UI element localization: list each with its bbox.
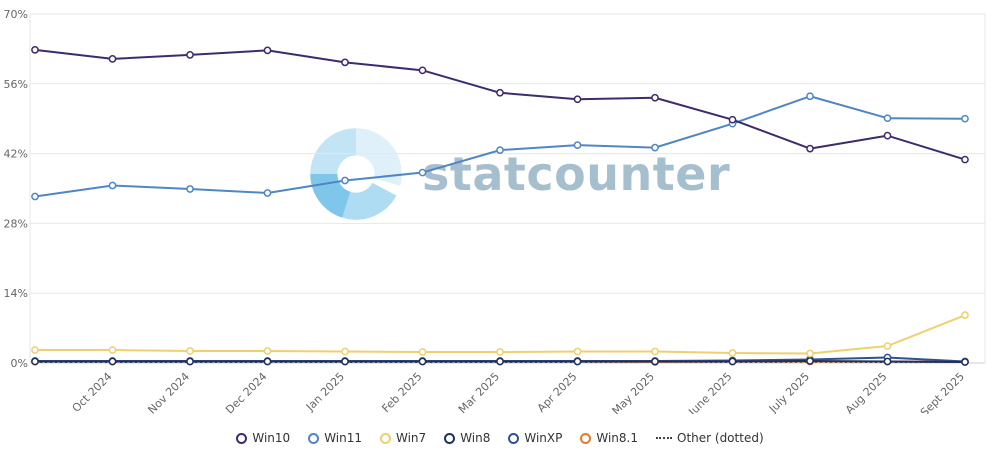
svg-text:May 2025: May 2025 [610,370,658,414]
svg-text:Feb 2025: Feb 2025 [379,370,424,414]
data-point-win7 [806,349,814,358]
legend-item-winxp: WinXP [508,431,562,445]
data-point-win11 [418,168,427,177]
legend-label: Win7 [396,431,427,445]
legend-item-other-dotted: Other (dotted) [656,431,764,445]
svg-text:Aug 2025: Aug 2025 [843,370,890,414]
data-point-win8 [418,357,427,366]
data-point-win8 [883,357,892,366]
svg-text:July 2025: July 2025 [766,370,812,414]
data-point-win8 [186,357,194,366]
line-chart: 0% 14% 28% 42% 56% 70% Oct 2024 Nov 2024 Dec 202… [4,8,986,414]
data-point-win8 [108,357,117,366]
svg-text:Mar 2025: Mar 2025 [456,370,502,414]
legend-circle-marker [236,432,248,444]
data-point-win8 [961,358,969,366]
data-point-win7 [418,348,427,356]
data-point-win7 [728,349,737,357]
legend-label: Win10 [252,431,291,445]
grid-lines [29,13,986,364]
data-point-win7 [496,348,504,356]
data-point-win10 [186,51,194,59]
legend-item-win10: Win10 [236,431,290,445]
data-point-win11 [961,114,969,123]
series-win10 [31,46,969,164]
data-point-win7 [31,346,39,354]
data-point-win10 [728,115,737,124]
data-point-win7 [263,347,272,355]
data-point-win11 [31,192,39,201]
data-point-win10 [263,46,272,55]
data-point-win10 [418,66,427,75]
svg-text:0%: 0% [11,357,28,370]
legend-label: WinXP [524,431,563,445]
svg-text:42%: 42% [4,148,28,161]
data-point-win11 [186,185,194,193]
legend-label: Win8.1 [596,431,638,445]
data-point-win10 [108,55,117,63]
legend-item-win11: Win11 [308,431,362,445]
x-axis-labels: Oct 2024 Nov 2024 Dec 2024 Jan 2025 Feb 2025… [70,370,967,414]
data-point-win7 [186,347,194,355]
legend-circle-marker [380,432,391,444]
series-win7 [31,311,969,358]
data-point-win8 [728,357,737,366]
data-point-win7 [961,311,969,319]
svg-text:70%: 70% [4,8,28,21]
data-point-win7 [651,347,659,356]
data-point-win11 [341,176,349,185]
svg-text:14%: 14% [4,287,28,300]
data-point-win7 [108,346,117,354]
svg-text:Oct 2024: Oct 2024 [70,370,115,414]
data-point-win11 [108,181,117,190]
data-point-win11 [263,189,272,197]
legend-item-win7: Win7 [380,431,426,445]
data-point-win8 [341,357,349,366]
svg-text:Nov 2024: Nov 2024 [145,370,192,414]
legend-circle-marker [308,432,320,444]
data-point-win10 [31,46,39,54]
legend-label: Win11 [324,431,362,445]
svg-text:Apr 2025: Apr 2025 [535,370,580,414]
data-point-win8 [496,357,504,366]
legend-circle-marker [508,432,520,444]
y-axis-labels: 0% 14% 28% 42% 56% 70% [4,8,28,370]
data-point-win8 [573,357,582,366]
legend-item-win8: Win8 [444,431,490,445]
data-point-win11 [496,146,504,154]
data-point-win7 [341,347,349,356]
legend-circle-marker [444,432,456,444]
data-point-win10 [806,144,814,153]
svg-text:Sept 2025: Sept 2025 [918,370,967,414]
data-point-win10 [496,88,504,97]
legend-label: Win8 [460,431,491,445]
data-point-win10 [573,95,582,104]
data-point-win11 [806,92,814,101]
legend-item-win8-1: Win8.1 [580,431,638,445]
svg-text:Jan 2025: Jan 2025 [303,370,347,414]
data-point-win11 [651,143,659,152]
chart-legend: Win10 Win11 Win7 Win8 WinXP Win8.1 Other (dott… [0,426,1000,450]
data-point-win10 [341,58,349,67]
data-point-win11 [573,141,582,149]
data-point-win8 [31,357,39,366]
data-point-win7 [573,347,582,356]
legend-dash-marker [656,437,672,439]
data-point-win7 [883,342,892,350]
svg-text:28%: 28% [4,217,28,230]
data-point-win11 [883,114,892,123]
series-win8 [31,357,969,366]
svg-text:Dec 2024: Dec 2024 [223,370,270,414]
data-point-win8 [263,357,272,366]
data-point-win10 [651,93,659,102]
svg-text:56%: 56% [4,78,28,91]
data-point-win8 [651,357,659,366]
data-point-win8 [806,357,814,365]
legend-circle-marker [580,432,592,444]
data-point-win10 [883,131,892,140]
data-point-win10 [961,155,969,164]
legend-label: Other (dotted) [677,431,764,445]
svg-text:June 2025: June 2025 [686,370,735,414]
